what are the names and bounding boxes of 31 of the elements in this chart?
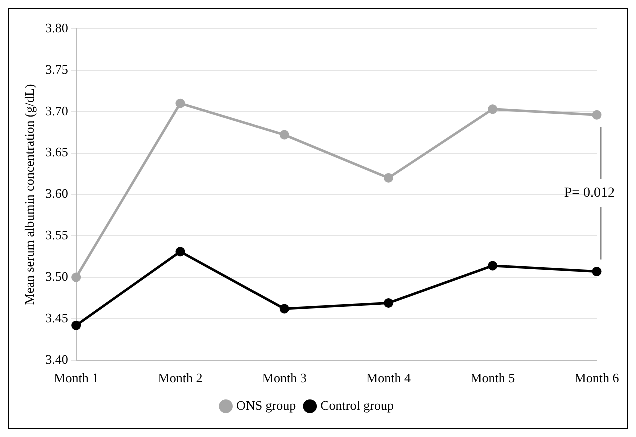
legend-label: Control group xyxy=(320,398,394,413)
point xyxy=(280,304,290,314)
y-tick-label: 3.60 xyxy=(46,186,68,202)
point xyxy=(592,267,602,276)
y-tick-label: 3.40 xyxy=(46,352,68,367)
y-axis-title: Mean serum albumin concentration (g/dL) xyxy=(22,84,38,306)
point xyxy=(592,110,602,120)
x-tick-label: Month 6 xyxy=(574,370,620,386)
y-tick-label: 3.80 xyxy=(46,20,68,36)
point xyxy=(488,261,498,271)
x-tick-label: Month 5 xyxy=(470,370,516,386)
y-tick-label: 3.70 xyxy=(46,103,68,118)
point xyxy=(176,98,186,108)
point xyxy=(488,104,498,114)
y-tick-label: 3.45 xyxy=(46,310,68,326)
legend-label: ONS group xyxy=(236,398,296,413)
y-tick-label: 3.55 xyxy=(46,228,68,243)
x-tick-label: Month 1 xyxy=(54,370,99,386)
point xyxy=(72,272,82,282)
point xyxy=(280,130,290,140)
point xyxy=(72,320,82,330)
y-tick-label: 3.50 xyxy=(46,268,68,284)
x-tick-label: Month 3 xyxy=(262,370,307,386)
y-tick-label: 3.65 xyxy=(46,144,68,160)
annotation: P= 0.012 xyxy=(564,186,615,202)
point xyxy=(384,173,394,183)
point xyxy=(176,247,186,257)
y-tick-label: 3.75 xyxy=(46,62,68,77)
point xyxy=(384,298,394,308)
x-tick-label: Month 2 xyxy=(158,370,203,386)
x-tick-label: Month 4 xyxy=(366,370,412,386)
